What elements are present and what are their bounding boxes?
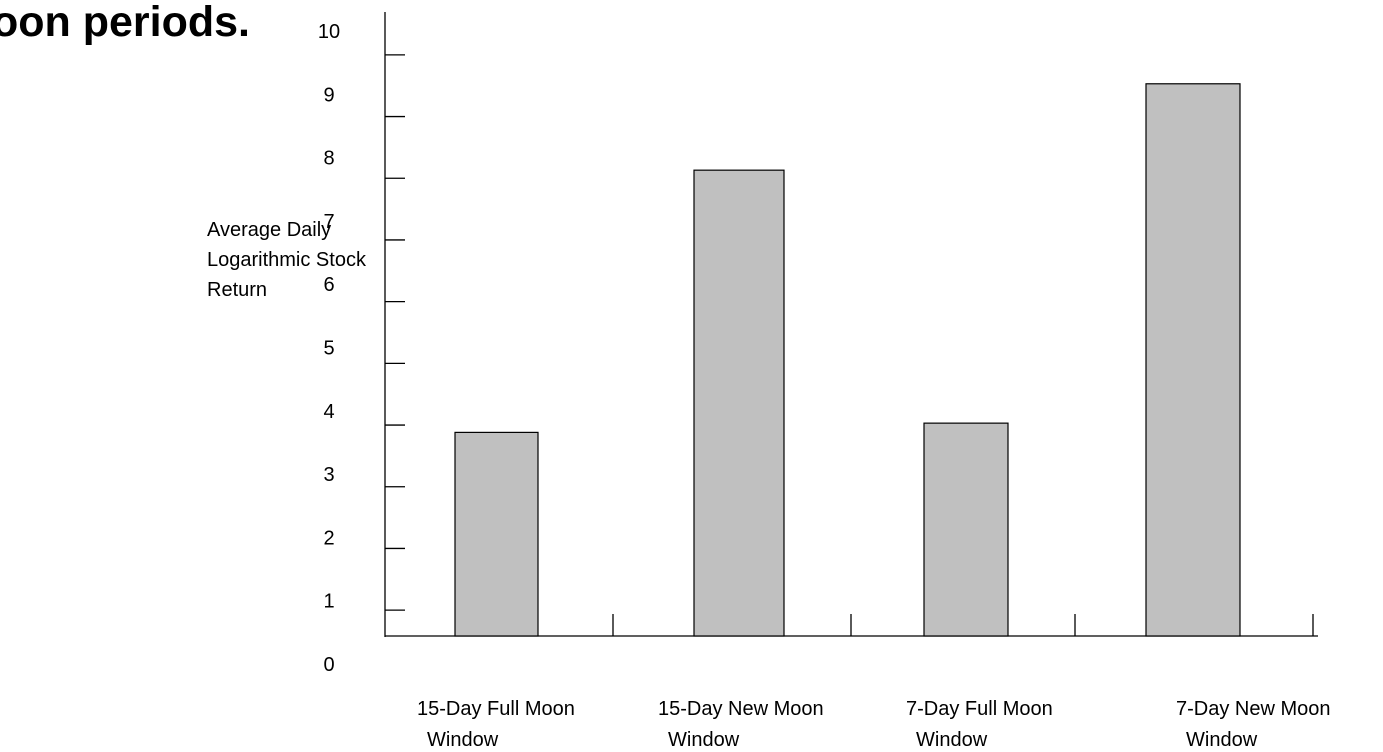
category-label: 15-Day Full Moon (417, 698, 575, 720)
category-labels: 15-Day Full Moon Window 15-Day New Moon Win… (417, 698, 1331, 751)
y-axis-label-line-3: Return (207, 279, 267, 301)
y-ticks (385, 54, 405, 611)
bars (454, 83, 1241, 637)
bar (693, 169, 785, 637)
bar (923, 422, 1009, 637)
y-tick-label: 4 (323, 401, 334, 423)
y-axis-label-line-2: Logarithmic Stock (207, 249, 367, 271)
y-tick-label: 1 (323, 591, 334, 613)
chart-title: oon periods. (0, 0, 250, 46)
y-tick-label: 7 (323, 211, 334, 233)
y-tick-label: 3 (323, 464, 334, 486)
category-label: 7-Day Full Moon (906, 698, 1053, 720)
y-tick-label: 2 (323, 527, 334, 549)
category-label: Window (1186, 729, 1258, 751)
bar (1145, 83, 1241, 637)
category-label: 7-Day New Moon (1176, 698, 1331, 720)
y-tick-label: 0 (323, 654, 334, 676)
y-tick-label: 10 (318, 21, 340, 43)
y-tick-label: 8 (323, 148, 334, 170)
y-tick-label: 6 (323, 274, 334, 296)
category-label: Window (427, 729, 499, 751)
y-tick-labels: 0 1 2 3 4 5 6 7 8 9 10 (318, 21, 340, 676)
category-label: Window (916, 729, 988, 751)
y-tick-label: 9 (323, 84, 334, 106)
category-label: Window (668, 729, 740, 751)
category-label: 15-Day New Moon (658, 698, 824, 720)
bar (454, 431, 539, 637)
y-tick-label: 5 (323, 338, 334, 360)
y-axis-label-line-1: Average Daily (207, 219, 331, 241)
x-ticks (612, 614, 1314, 636)
